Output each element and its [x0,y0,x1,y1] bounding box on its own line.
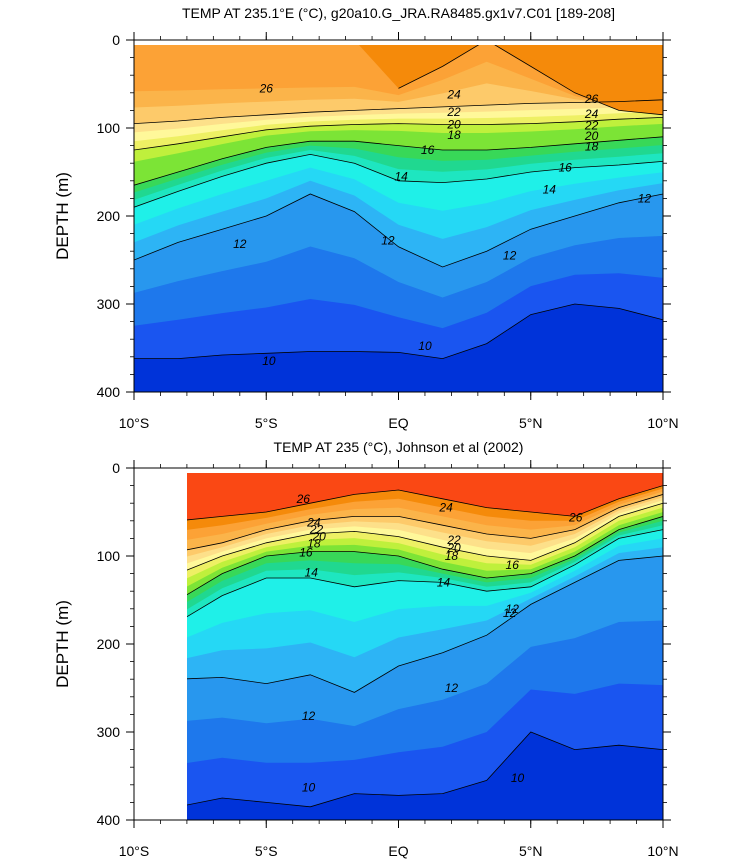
contour-label: 24 [446,88,461,102]
panel-2: TEMP AT 235 (°C), Johnson et al (2002) 26… [53,439,679,859]
contour-label: 24 [306,516,321,530]
y-axis-label: DEPTH (m) [53,172,72,260]
contour-label: 16 [558,161,572,175]
contour-line-20 [134,117,663,151]
contour-label: 18 [445,549,459,563]
x-tick-label: 10°N [647,415,678,431]
contour-field [187,473,663,820]
contour-label: 10 [302,780,316,794]
contour-line-16 [134,136,663,186]
contour-label: 22 [446,105,461,119]
contour-label: 18 [307,537,321,551]
contour-label: 16 [299,545,313,559]
contour-label: 10 [262,354,276,368]
y-tick-label: 400 [97,812,121,828]
contour-label: 14 [437,575,451,589]
y-tick-label: 300 [97,724,121,740]
contour-field [134,45,663,392]
contour-label: 12 [503,606,517,620]
contour-line-26 [398,45,663,116]
y-tick-label: 100 [97,548,121,564]
contour-line-12 [187,555,663,693]
contour-label: 24 [438,501,453,515]
contour-label: 16 [421,143,435,157]
contour-label: 10 [511,771,525,785]
y-tick-label: 400 [97,384,121,400]
contour-label: 14 [543,183,557,197]
contour-line-10 [134,303,663,360]
chart-title: TEMP AT 235 (°C), Johnson et al (2002) [274,439,524,455]
contour-line-26 [187,485,663,521]
top-gap [187,468,663,473]
x-tick-label: 10°N [647,843,678,859]
contour-label: 12 [445,681,459,695]
contour-label: 18 [447,128,461,142]
contour-label: 22 [584,118,599,132]
contour-line-12 [134,193,663,268]
contour-label: 22 [309,523,324,537]
contour-line-20 [187,502,663,571]
contour-line-14 [187,529,663,618]
x-tick-label: 10°S [119,415,150,431]
contour-label: 16 [506,558,520,572]
contour-line-10 [187,731,663,808]
chart-title: TEMP AT 235.1°E (°C), g20a10.G_JRA.RA848… [182,5,615,21]
top-gap [134,40,663,45]
x-tick-label: EQ [388,843,408,859]
contour-line-24 [134,99,663,124]
contour-label: 14 [305,566,319,580]
y-tick-label: 100 [97,120,121,136]
contour-label: 10 [418,339,432,353]
contour-line-24 [187,494,663,551]
x-tick-label: EQ [388,415,408,431]
contour-label: 12 [506,602,520,616]
contour-label: 26 [259,81,274,95]
contour-label: 26 [568,510,583,524]
y-tick-label: 0 [112,460,120,476]
panel-1: TEMP AT 235.1°E (°C), g20a10.G_JRA.RA848… [53,5,679,431]
contour-label: 22 [446,533,461,547]
y-tick-label: 200 [97,636,121,652]
contour-label: 12 [302,709,316,723]
contour-label: 20 [446,117,461,131]
contour-label: 12 [638,191,652,205]
fill-band [187,473,663,520]
contour-line-14 [134,153,663,208]
contour-label: 12 [503,249,517,263]
contour-label: 20 [584,129,599,143]
y-tick-label: 300 [97,296,121,312]
contour-label: 12 [233,237,247,251]
contour-label: 24 [584,107,599,121]
contour-label: 14 [394,169,408,183]
x-tick-label: 5°N [519,843,543,859]
contour-label: 26 [584,92,599,106]
y-axis-label: DEPTH (m) [53,600,72,688]
contour-label: 12 [381,234,395,248]
x-tick-label: 5°N [519,415,543,431]
y-tick-label: 200 [97,208,121,224]
x-tick-label: 5°S [255,415,278,431]
contour-label: 18 [585,139,599,153]
x-tick-label: 5°S [255,843,278,859]
y-tick-label: 0 [112,32,120,48]
contour-label: 20 [446,541,461,555]
contour-label: 20 [311,530,326,544]
x-tick-label: 10°S [119,843,150,859]
contour-label: 26 [296,492,311,506]
contour-line-16 [187,516,663,596]
